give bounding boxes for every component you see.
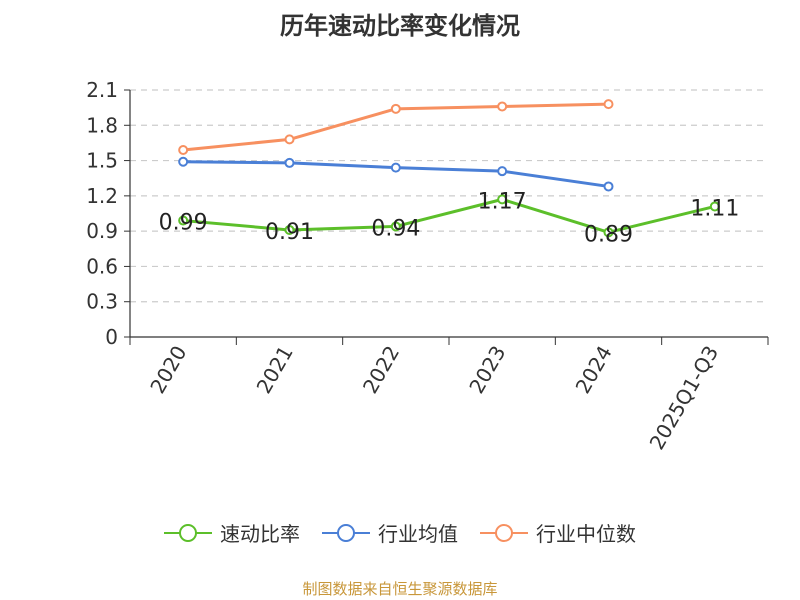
legend-label: 行业中位数: [536, 522, 636, 546]
y-tick-label: 0.3: [86, 290, 118, 314]
data-label: 0.94: [371, 216, 420, 241]
legend-item-industry-mean[interactable]: 行业均值: [322, 518, 458, 547]
legend: 速动比率 行业均值 行业中位数: [0, 518, 800, 547]
y-tick-label: 1.5: [86, 149, 118, 173]
x-tick-label: 2020: [145, 342, 191, 398]
data-point[interactable]: [284, 157, 295, 168]
y-tick-label: 0: [105, 325, 118, 349]
legend-item-quick-ratio[interactable]: 速动比率: [164, 518, 300, 547]
x-tick-label: 2021: [252, 342, 298, 398]
data-point[interactable]: [284, 134, 295, 145]
x-tick-label: 2025Q1-Q3: [644, 342, 723, 454]
data-label: 0.99: [159, 211, 208, 236]
y-tick-label: 2.1: [86, 78, 118, 102]
data-point[interactable]: [178, 144, 189, 155]
data-point[interactable]: [390, 103, 401, 114]
data-label: 0.91: [265, 220, 314, 245]
data-labels: 0.99 0.91 0.94 1.17 0.89 1.11: [159, 189, 740, 247]
y-tick-label: 0.9: [86, 219, 118, 243]
x-tick-label: 2024: [571, 342, 617, 398]
grid-lines: [130, 89, 768, 303]
data-point[interactable]: [603, 227, 614, 238]
legend-item-industry-median[interactable]: 行业中位数: [480, 518, 636, 547]
data-point[interactable]: [178, 215, 189, 226]
data-label: 1.17: [478, 189, 527, 214]
legend-line-icon: [480, 523, 528, 542]
data-point[interactable]: [603, 99, 614, 110]
data-point[interactable]: [178, 156, 189, 167]
legend-label: 速动比率: [220, 522, 300, 546]
data-point[interactable]: [497, 166, 508, 177]
data-label: 1.11: [690, 196, 739, 221]
data-point[interactable]: [497, 101, 508, 112]
source-note: 制图数据来自恒生聚源数据库: [302, 580, 498, 598]
data-point[interactable]: [390, 221, 401, 232]
data-point[interactable]: [284, 224, 295, 235]
y-tick-label: 0.6: [86, 254, 118, 278]
legend-label: 行业均值: [378, 522, 458, 546]
series-line: [183, 197, 716, 234]
data-point[interactable]: [603, 181, 614, 192]
data-label: 0.89: [584, 222, 633, 247]
y-tick-label: 1.8: [86, 113, 118, 137]
data-point[interactable]: [709, 201, 720, 212]
y-tick-label: 1.2: [86, 184, 118, 208]
series-lines: [178, 99, 720, 238]
legend-line-icon: [164, 523, 212, 542]
legend-line-icon: [322, 523, 370, 542]
chart-title: 历年速动比率变化情况: [280, 12, 520, 40]
data-point[interactable]: [390, 162, 401, 173]
x-tick-label: 2023: [464, 341, 510, 397]
x-tick-label: 2022: [358, 342, 404, 398]
data-point[interactable]: [497, 194, 508, 205]
